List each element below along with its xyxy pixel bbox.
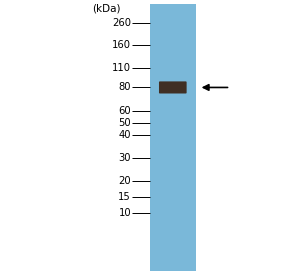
Text: 50: 50 xyxy=(118,118,131,128)
Text: 20: 20 xyxy=(118,176,131,186)
Text: 60: 60 xyxy=(118,106,131,116)
Text: (kDa): (kDa) xyxy=(92,4,121,14)
Text: 15: 15 xyxy=(118,192,131,202)
Text: 10: 10 xyxy=(118,208,131,218)
Text: 80: 80 xyxy=(119,82,131,92)
FancyBboxPatch shape xyxy=(159,81,187,94)
Text: 30: 30 xyxy=(119,153,131,163)
Text: 110: 110 xyxy=(112,63,131,73)
Text: 160: 160 xyxy=(112,40,131,50)
Text: 40: 40 xyxy=(119,130,131,140)
Bar xyxy=(150,4,196,271)
Text: 260: 260 xyxy=(112,18,131,28)
